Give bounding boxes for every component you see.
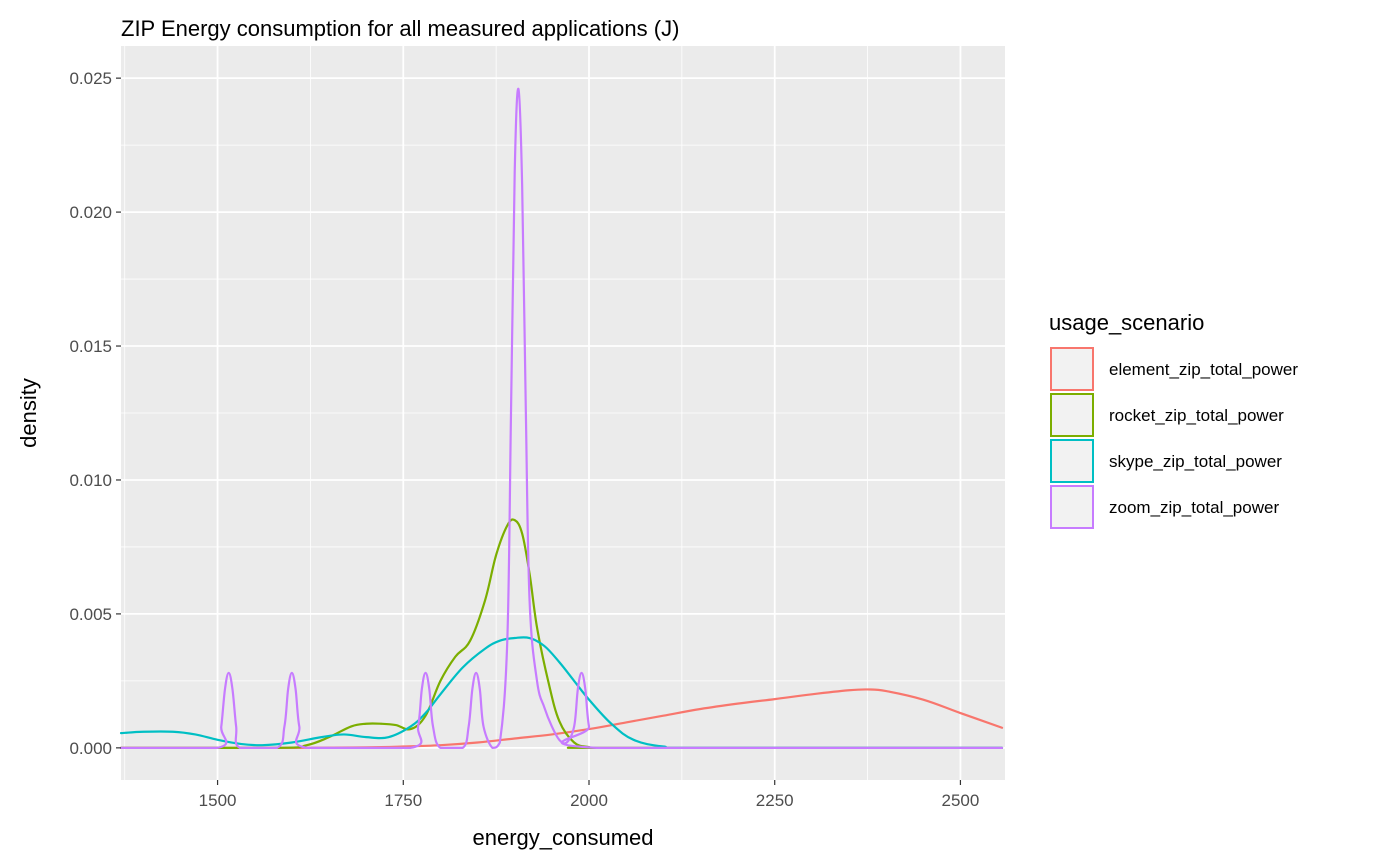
legend-label: rocket_zip_total_power [1109,406,1284,425]
x-tick-label: 1750 [384,791,422,810]
x-axis-title: energy_consumed [472,825,653,850]
series-lines [119,87,1004,749]
x-tick-label: 2250 [756,791,794,810]
y-axis-title: density [16,378,41,448]
x-axis: 1500 1750 2000 2250 2500 [199,780,980,810]
y-tick-label: 0.020 [69,203,112,222]
legend-label: element_zip_total_power [1109,360,1298,379]
x-tick-label: 2000 [570,791,608,810]
density-line-rocket-zip-total-power [119,518,1004,749]
x-tick-label: 1500 [199,791,237,810]
legend-key [1050,393,1094,437]
legend-label: zoom_zip_total_power [1109,498,1279,517]
y-tick-label: 0.010 [69,471,112,490]
y-axis: 0.000 0.005 0.010 0.015 0.020 0.025 [69,69,121,758]
y-tick-label: 0.000 [69,739,112,758]
chart-title: ZIP Energy consumption for all measured … [121,16,679,41]
x-tick-label: 2500 [942,791,980,810]
density-line-zoom-zip-total-power [119,87,1004,749]
legend-key [1050,347,1094,391]
y-tick-label: 0.015 [69,337,112,356]
legend-title: usage_scenario [1049,310,1204,335]
legend-key [1050,485,1094,529]
y-tick-label: 0.025 [69,69,112,88]
legend: usage_scenario element_zip_total_powerro… [1049,310,1298,529]
minor-gridlines [121,46,1005,780]
density-line-element-zip-total-power [119,688,1004,749]
legend-label: skype_zip_total_power [1109,452,1282,471]
y-tick-label: 0.005 [69,605,112,624]
density-line-skype-zip-total-power [119,636,1004,749]
legend-key [1050,439,1094,483]
